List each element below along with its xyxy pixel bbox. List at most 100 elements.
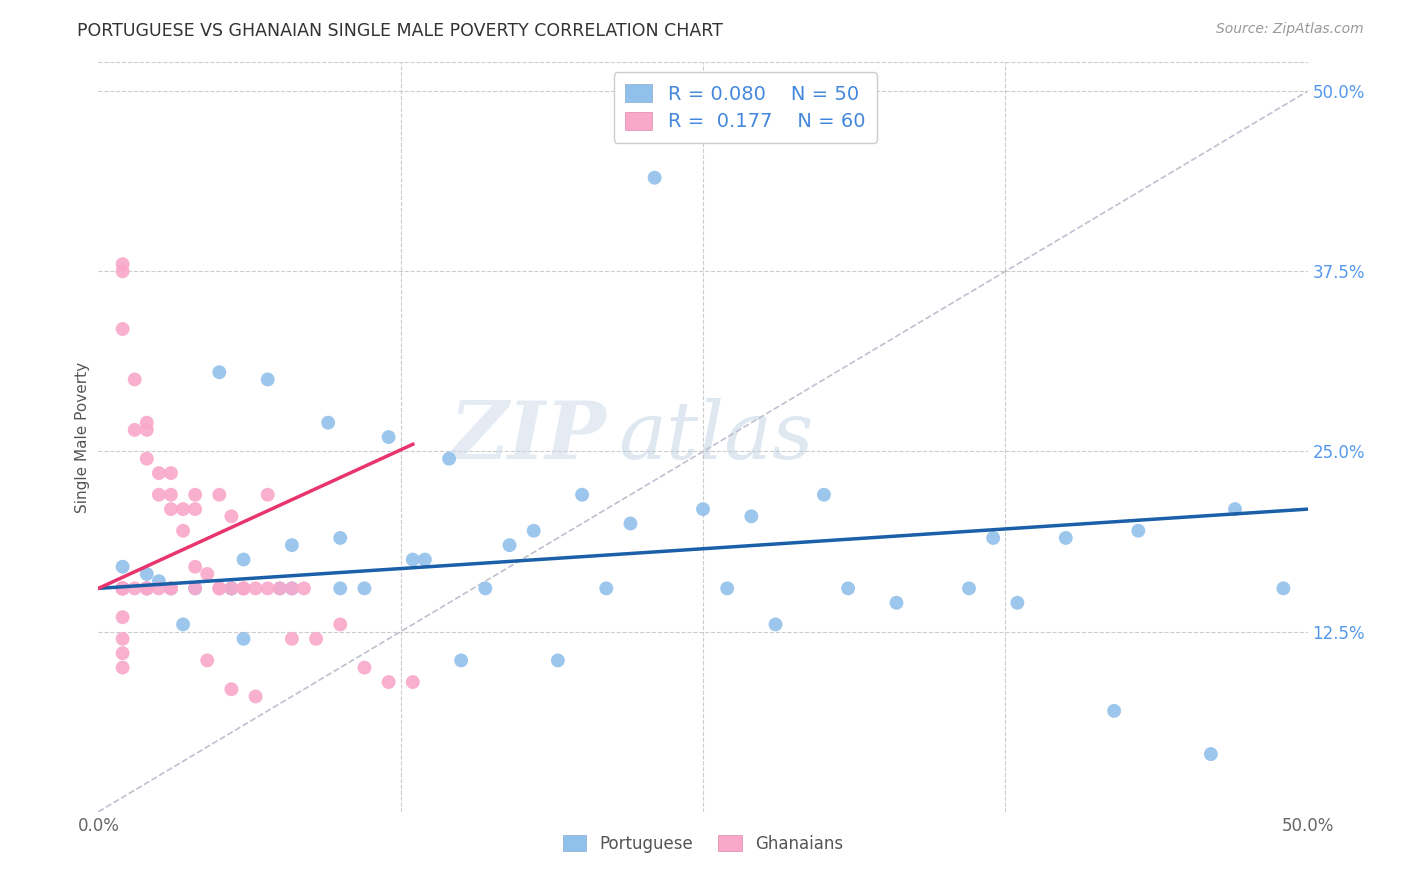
Point	[232, 582, 254, 596]
Point	[111, 582, 134, 596]
Point	[160, 582, 183, 596]
Point	[437, 451, 460, 466]
Point	[124, 423, 146, 437]
Point	[316, 416, 339, 430]
Point	[111, 257, 134, 271]
Point	[305, 632, 328, 646]
Point	[692, 502, 714, 516]
Point	[256, 582, 278, 596]
Point	[232, 552, 254, 566]
Point	[160, 488, 183, 502]
Point	[474, 582, 496, 596]
Y-axis label: Single Male Poverty: Single Male Poverty	[75, 361, 90, 513]
Point	[353, 582, 375, 596]
Point	[619, 516, 641, 531]
Point	[111, 582, 134, 596]
Point	[148, 574, 170, 589]
Point	[269, 582, 291, 596]
Point	[740, 509, 762, 524]
Point	[402, 552, 425, 566]
Point	[813, 488, 835, 502]
Point	[644, 170, 666, 185]
Text: atlas: atlas	[619, 399, 814, 475]
Point	[1199, 747, 1222, 761]
Point	[135, 566, 157, 581]
Point	[111, 660, 134, 674]
Point	[1102, 704, 1125, 718]
Point	[232, 582, 254, 596]
Point	[523, 524, 546, 538]
Point	[135, 582, 157, 596]
Point	[184, 488, 207, 502]
Point	[221, 682, 243, 697]
Point	[716, 582, 738, 596]
Point	[957, 582, 980, 596]
Point	[111, 582, 134, 596]
Point	[208, 582, 231, 596]
Legend: Portuguese, Ghanaians: Portuguese, Ghanaians	[557, 829, 849, 860]
Point	[1007, 596, 1029, 610]
Point	[595, 582, 617, 596]
Point	[329, 617, 352, 632]
Point	[221, 582, 243, 596]
Point	[281, 582, 304, 596]
Point	[111, 646, 134, 660]
Point	[148, 488, 170, 502]
Point	[245, 582, 267, 596]
Point	[172, 502, 194, 516]
Point	[148, 466, 170, 480]
Point	[245, 690, 267, 704]
Point	[111, 559, 134, 574]
Point	[148, 582, 170, 596]
Point	[221, 582, 243, 596]
Point	[281, 632, 304, 646]
Point	[172, 524, 194, 538]
Point	[221, 509, 243, 524]
Point	[498, 538, 520, 552]
Point	[195, 653, 218, 667]
Point	[1272, 582, 1295, 596]
Point	[160, 502, 183, 516]
Point	[292, 582, 315, 596]
Point	[232, 632, 254, 646]
Point	[160, 582, 183, 596]
Point	[184, 582, 207, 596]
Point	[172, 617, 194, 632]
Point	[184, 559, 207, 574]
Point	[111, 582, 134, 596]
Point	[1128, 524, 1150, 538]
Point	[981, 531, 1004, 545]
Point	[329, 531, 352, 545]
Point	[208, 582, 231, 596]
Point	[135, 416, 157, 430]
Point	[208, 365, 231, 379]
Point	[111, 582, 134, 596]
Point	[1054, 531, 1077, 545]
Point	[111, 610, 134, 624]
Point	[269, 582, 291, 596]
Point	[232, 582, 254, 596]
Point	[281, 538, 304, 552]
Point	[111, 582, 134, 596]
Point	[124, 372, 146, 386]
Point	[124, 582, 146, 596]
Point	[135, 582, 157, 596]
Point	[413, 552, 436, 566]
Point	[547, 653, 569, 667]
Point	[135, 423, 157, 437]
Point	[135, 582, 157, 596]
Point	[886, 596, 908, 610]
Point	[837, 582, 859, 596]
Point	[221, 582, 243, 596]
Point	[111, 632, 134, 646]
Point	[111, 264, 134, 278]
Point	[208, 488, 231, 502]
Text: Source: ZipAtlas.com: Source: ZipAtlas.com	[1216, 22, 1364, 37]
Point	[111, 582, 134, 596]
Point	[353, 660, 375, 674]
Text: ZIP: ZIP	[450, 399, 606, 475]
Point	[377, 675, 399, 690]
Point	[450, 653, 472, 667]
Point	[402, 675, 425, 690]
Point	[160, 466, 183, 480]
